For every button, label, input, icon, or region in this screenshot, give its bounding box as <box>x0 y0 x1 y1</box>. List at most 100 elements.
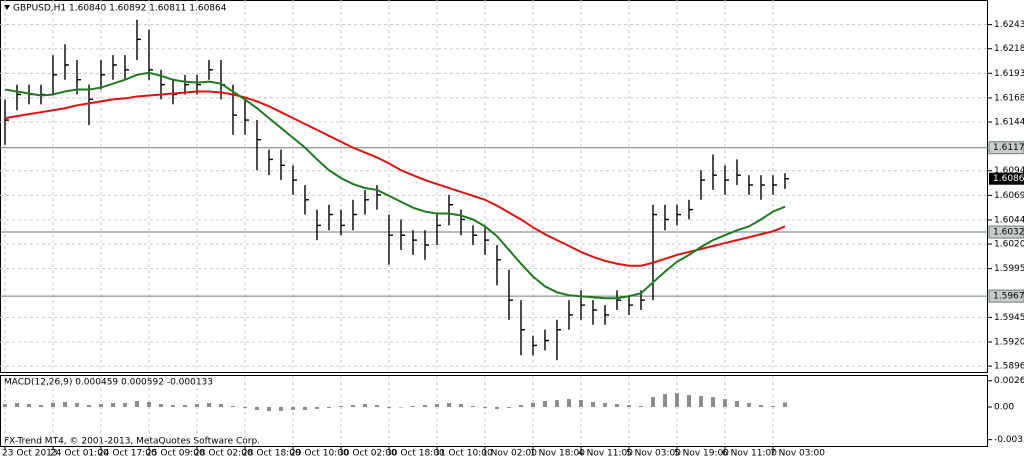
macd-bar <box>123 403 127 407</box>
macd-bar <box>111 403 115 407</box>
macd-bar <box>615 404 619 407</box>
last-price-label: 1.60864 <box>993 174 1024 184</box>
macd-bar <box>723 399 727 407</box>
y-tick-label: 1.61935 <box>994 69 1024 79</box>
macd-bar <box>543 401 547 407</box>
macd-bar <box>603 403 607 407</box>
y-tick-label: 1.60445 <box>994 215 1024 225</box>
x-tick-label: 30 Oct 02:00 <box>338 449 397 459</box>
macd-bar <box>555 400 559 407</box>
macd-bar <box>135 401 139 407</box>
x-tick-label: 25 Oct 09:00 <box>146 449 205 459</box>
macd-bar <box>255 406 259 410</box>
macd-panel-frame <box>0 375 988 447</box>
macd-bar <box>87 405 91 407</box>
macd-bar <box>387 406 391 408</box>
macd-bar <box>351 405 355 407</box>
y-tick-label: 1.59950 <box>994 264 1024 274</box>
x-tick-label: 28 Oct 02:00 <box>194 449 253 459</box>
y-tick-label: 1.60695 <box>994 191 1024 201</box>
y-tick-label: 1.59455 <box>994 313 1024 323</box>
macd-bar <box>711 397 715 407</box>
macd-bar <box>327 406 331 408</box>
macd-bar <box>663 394 667 407</box>
macd-bar <box>771 406 775 407</box>
macd-bar <box>675 393 679 407</box>
x-tick-label: 29 Oct 10:00 <box>290 449 349 459</box>
x-tick-label: 7 Nov 03:00 <box>770 449 825 459</box>
macd-bar <box>459 404 463 407</box>
macd-bar <box>519 405 523 407</box>
macd-bar <box>15 403 19 407</box>
macd-bar <box>687 395 691 407</box>
x-tick-label: 30 Oct 18:00 <box>386 449 445 459</box>
macd-bar <box>183 405 187 407</box>
y-tick-label: 1.60200 <box>994 240 1024 250</box>
macd-bar <box>195 404 199 407</box>
level-label-box <box>988 225 1024 239</box>
macd-y-tick-label: -0.003301 <box>994 435 1024 445</box>
macd-bar <box>147 402 151 407</box>
macd-bar <box>75 403 79 407</box>
y-tick-label: 1.58960 <box>994 362 1024 372</box>
macd-bar <box>495 406 499 409</box>
y-tick-label: 1.60945 <box>994 166 1024 176</box>
macd-bar <box>747 403 751 407</box>
moving-average-line <box>4 90 786 267</box>
macd-bar <box>375 405 379 407</box>
macd-bar <box>339 406 343 407</box>
macd-bar <box>639 406 643 407</box>
y-tick-label: 1.61440 <box>994 118 1024 128</box>
macd-bar <box>471 406 475 407</box>
x-tick-label: 1 Nov 18:00 <box>530 449 585 459</box>
last-price-box <box>989 172 1024 185</box>
x-tick-label: 5 Nov 03:00 <box>626 449 681 459</box>
x-tick-label: 28 Oct 18:00 <box>242 449 301 459</box>
macd-bar <box>99 404 103 407</box>
macd-bar <box>579 400 583 407</box>
level-label: 1.61179 <box>993 143 1024 153</box>
level-label: 1.60322 <box>993 228 1024 238</box>
macd-bar <box>39 405 43 407</box>
level-label-box <box>988 289 1024 303</box>
macd-bar <box>531 403 535 407</box>
main-panel-frame <box>0 0 988 373</box>
macd-bar <box>3 404 7 407</box>
macd-bar <box>411 406 415 407</box>
macd-bar <box>651 397 655 407</box>
macd-bar <box>207 403 211 407</box>
macd-bar <box>507 406 511 408</box>
x-tick-label: 4 Nov 11:00 <box>578 449 633 459</box>
macd-bar <box>315 406 319 409</box>
x-tick-label: 24 Oct 17:00 <box>98 449 157 459</box>
macd-bar <box>447 403 451 407</box>
macd-bar <box>759 405 763 407</box>
macd-bar <box>267 406 271 411</box>
macd-bar <box>159 404 163 407</box>
x-tick-label: 5 Nov 19:00 <box>674 449 729 459</box>
macd-bar <box>423 405 427 407</box>
y-tick-label: 1.62430 <box>994 20 1024 30</box>
macd-bar <box>231 406 235 407</box>
macd-bar <box>591 402 595 407</box>
macd-y-tick-label: 0.00 <box>994 402 1014 412</box>
chart-title: GBPUSD,H1 1.60840 1.60892 1.60811 1.6086… <box>13 4 227 14</box>
macd-bar <box>63 402 67 407</box>
macd-bar <box>483 406 487 408</box>
macd-bar <box>291 406 295 410</box>
moving-average-line <box>4 71 786 300</box>
x-tick-label: 31 Oct 10:00 <box>434 449 493 459</box>
macd-bar <box>627 405 631 407</box>
macd-bar <box>279 406 283 411</box>
macd-bar <box>567 399 571 407</box>
macd-y-tick-label: 0.002657 <box>994 376 1024 386</box>
level-label-box <box>988 141 1024 155</box>
y-tick-label: 1.59205 <box>994 337 1024 347</box>
macd-bar <box>435 404 439 407</box>
macd-bar <box>171 405 175 407</box>
footer: FX-Trend MT4, © 2001-2013, MetaQuotes So… <box>4 437 260 447</box>
macd-bar <box>51 403 55 407</box>
